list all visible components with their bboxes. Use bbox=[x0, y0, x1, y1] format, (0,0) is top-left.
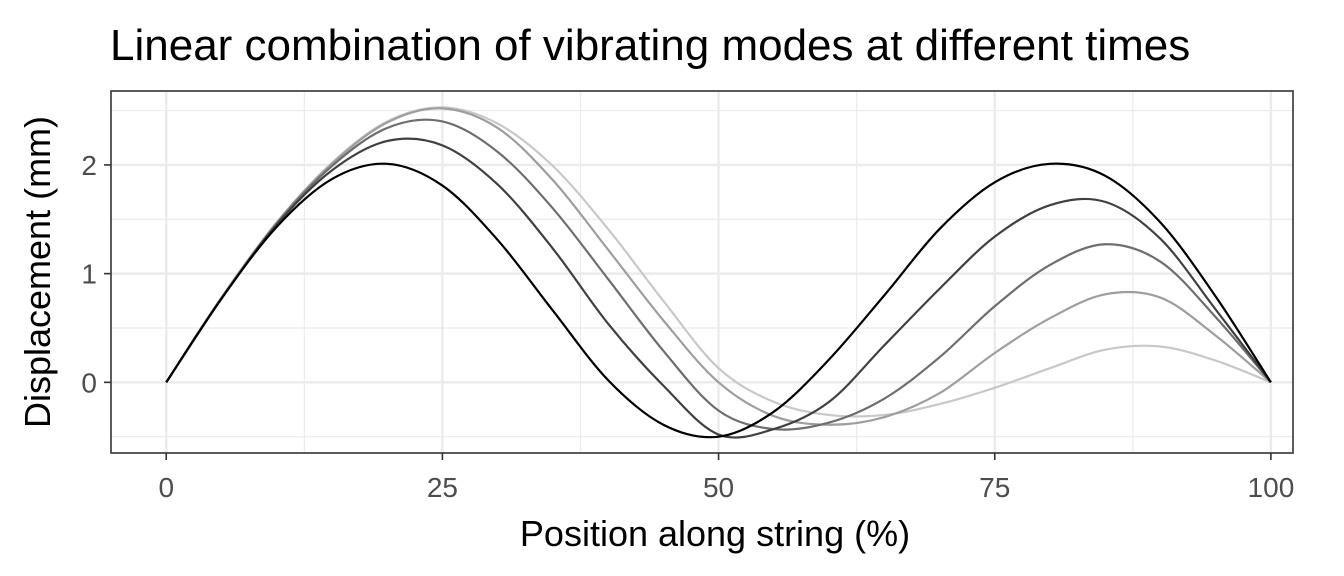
y-axis-title: Displacement (mm) bbox=[17, 116, 58, 428]
series-line bbox=[165, 162, 1272, 439]
x-axis-title: Position along string (%) bbox=[520, 513, 910, 554]
series-lines bbox=[165, 106, 1272, 439]
y-tick-label: 0 bbox=[81, 367, 97, 398]
series-line bbox=[165, 107, 1272, 426]
y-axis-ticks: 0 1 2 bbox=[81, 150, 111, 398]
x-tick-label: 50 bbox=[703, 472, 734, 503]
series-line bbox=[165, 137, 1272, 439]
series-line bbox=[165, 118, 1272, 431]
x-tick-label: 100 bbox=[1248, 472, 1295, 503]
x-tick-label: 25 bbox=[427, 472, 458, 503]
y-tick-label: 1 bbox=[81, 259, 97, 290]
x-tick-label: 75 bbox=[979, 472, 1010, 503]
chart-title: Linear combination of vibrating modes at… bbox=[110, 21, 1190, 70]
panel-border bbox=[110, 90, 1294, 454]
x-axis-ticks: 0 25 50 75 100 bbox=[158, 453, 1294, 503]
major-gridlines bbox=[111, 91, 1293, 453]
x-tick-label: 0 bbox=[158, 472, 174, 503]
y-tick-label: 2 bbox=[81, 150, 97, 181]
